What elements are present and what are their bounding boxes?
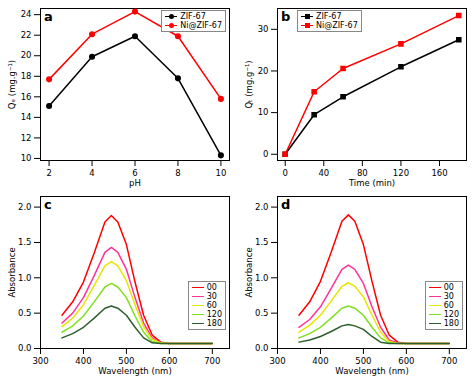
html-text:00: 00 [443,283,454,292]
svg-text:1.0: 1.0 [255,273,269,283]
svg-text:2.0: 2.0 [255,202,269,212]
svg-text:0.0: 0.0 [18,343,32,353]
html-text:60: 60 [443,301,454,310]
html-text:Ni@ZIF-67: Ni@ZIF-67 [316,21,358,30]
svg-text:700: 700 [441,356,457,366]
svg-text:1.5: 1.5 [18,237,32,247]
svg-text:Qₑ (mg.g⁻¹): Qₑ (mg.g⁻¹) [7,60,17,109]
svg-text:0.5: 0.5 [18,308,32,318]
html-text:30: 30 [443,292,454,301]
svg-text:Qₜ (mg.g⁻¹): Qₜ (mg.g⁻¹) [244,60,254,108]
html-text:120: 120 [443,310,459,319]
svg-text:12: 12 [21,133,32,143]
svg-text:160: 160 [431,168,447,178]
svg-text:1.0: 1.0 [18,273,32,283]
html-text:180: 180 [443,319,459,328]
svg-text:20: 20 [21,50,32,60]
svg-text:2: 2 [46,168,51,178]
svg-text:0.5: 0.5 [255,308,269,318]
svg-text:24: 24 [21,9,32,19]
svg-text:500: 500 [355,356,371,366]
html-text:Ni@ZIF-67: Ni@ZIF-67 [180,21,222,30]
svg-text:0.0: 0.0 [255,343,269,353]
svg-text:10: 10 [215,168,226,178]
html-text:120: 120 [206,310,222,319]
svg-text:700: 700 [204,356,220,366]
svg-text:14: 14 [21,112,32,122]
svg-text:6: 6 [132,168,137,178]
svg-text:Wavelength (nm): Wavelength (nm) [98,366,171,376]
html-text:d: d [281,197,291,212]
html-text:a: a [44,9,53,24]
html-text:180: 180 [206,319,222,328]
svg-text:Absorbance: Absorbance [244,247,254,297]
svg-text:400: 400 [75,356,91,366]
svg-text:40: 40 [318,168,329,178]
svg-text:8: 8 [175,168,180,178]
svg-text:0: 0 [283,168,288,178]
html-text:c: c [44,197,52,212]
svg-text:Absorbance: Absorbance [7,247,17,297]
html-text:00: 00 [206,283,217,292]
svg-text:400: 400 [312,356,328,366]
svg-text:0: 0 [263,149,268,159]
svg-text:4: 4 [89,168,94,178]
html-text:b: b [281,9,291,24]
svg-text:16: 16 [21,92,32,102]
svg-text:Wavelength (nm): Wavelength (nm) [335,366,408,376]
svg-text:500: 500 [118,356,134,366]
svg-text:10: 10 [21,153,32,163]
svg-text:20: 20 [258,66,269,76]
svg-text:2.0: 2.0 [18,202,32,212]
html-text:ZIF-67: ZIF-67 [180,12,206,21]
svg-text:Time (min): Time (min) [348,178,395,188]
svg-text:600: 600 [398,356,414,366]
svg-text:22: 22 [21,30,32,40]
svg-text:18: 18 [21,71,32,81]
svg-text:300: 300 [269,356,285,366]
html-text:60: 60 [206,301,217,310]
svg-text:80: 80 [357,168,368,178]
html-text:30: 30 [206,292,217,301]
svg-text:30: 30 [258,24,269,34]
svg-text:600: 600 [161,356,177,366]
svg-text:120: 120 [393,168,409,178]
svg-text:1.5: 1.5 [255,237,269,247]
svg-text:pH: pH [129,178,141,188]
svg-text:300: 300 [32,356,48,366]
html-text:ZIF-67: ZIF-67 [316,12,342,21]
svg-text:10: 10 [258,107,269,117]
